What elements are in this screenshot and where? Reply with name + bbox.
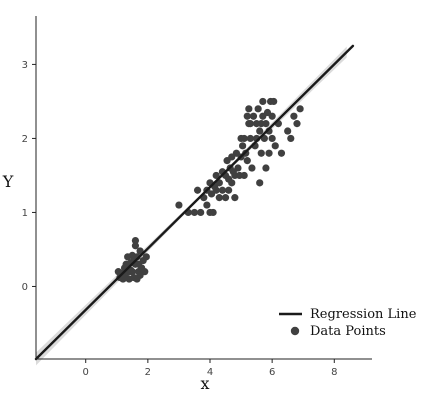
data-point — [131, 236, 140, 245]
data-point — [175, 201, 183, 209]
data-point — [245, 120, 253, 128]
y-axis-title: Y — [2, 172, 14, 191]
data-point — [245, 105, 253, 113]
data-point — [270, 97, 278, 106]
data-point — [231, 194, 239, 202]
data-point — [240, 171, 248, 180]
data-point — [203, 201, 211, 209]
data-point — [296, 105, 304, 113]
data-point — [193, 186, 202, 194]
regression-line-layer — [34, 44, 355, 361]
data-point — [246, 134, 254, 143]
data-point — [290, 112, 298, 120]
data-point — [287, 134, 295, 143]
x-tick-label: 8 — [331, 367, 337, 378]
data-point — [197, 208, 205, 217]
data-point — [277, 149, 286, 157]
data-point — [190, 208, 199, 217]
data-point — [239, 142, 247, 150]
data-point — [225, 186, 233, 194]
data-point — [262, 164, 270, 172]
data-point — [256, 179, 264, 187]
axes-layer: 0 2 4 6 8 0 1 2 3 — [22, 16, 372, 378]
data-point — [256, 127, 264, 135]
legend-point-swatch — [290, 326, 300, 336]
legend: Regression Line Data Points — [279, 307, 417, 339]
data-point — [259, 97, 267, 106]
data-point — [240, 134, 248, 143]
data-point — [228, 179, 236, 187]
data-point — [265, 149, 273, 157]
x-tick-label: 0 — [83, 367, 89, 378]
data-point — [257, 120, 265, 128]
data-point — [212, 171, 220, 180]
x-tick-label: 2 — [145, 367, 151, 378]
data-point — [221, 194, 230, 202]
data-point — [243, 112, 251, 120]
x-tick-label: 6 — [269, 367, 275, 378]
data-point — [209, 208, 217, 217]
data-point — [268, 134, 276, 143]
data-point — [249, 112, 258, 120]
legend-label-regression-line: Regression Line — [310, 307, 417, 322]
data-point — [119, 275, 127, 283]
y-tick-label: 0 — [22, 282, 28, 293]
data-point — [215, 194, 223, 202]
regression-line — [34, 44, 355, 361]
data-point — [243, 157, 251, 165]
data-point — [234, 164, 242, 172]
x-axis-title: x — [200, 374, 209, 393]
data-point — [218, 186, 227, 194]
data-point — [248, 164, 256, 172]
data-point — [133, 275, 141, 283]
y-tick-label: 3 — [22, 60, 28, 71]
data-point — [293, 120, 301, 128]
data-point — [212, 186, 220, 194]
data-point — [284, 127, 292, 135]
data-points-layer — [114, 97, 304, 283]
data-point — [131, 242, 140, 250]
y-tick-label: 2 — [22, 134, 28, 145]
data-point — [254, 105, 262, 113]
y-tick-label: 1 — [22, 208, 28, 219]
data-point — [268, 112, 276, 120]
data-point — [130, 256, 138, 265]
legend-label-data-points: Data Points — [310, 324, 386, 339]
x-tick-label: 4 — [207, 367, 213, 378]
data-point — [257, 149, 265, 157]
data-point — [271, 142, 279, 150]
data-point — [142, 253, 150, 261]
